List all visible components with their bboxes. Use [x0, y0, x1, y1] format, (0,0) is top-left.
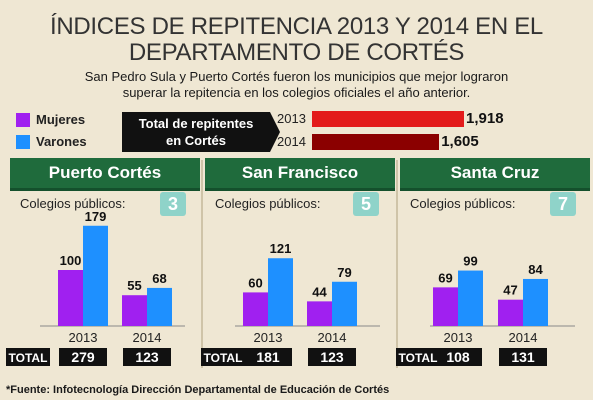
year-label: 2014	[133, 330, 162, 345]
total-value: 131	[511, 349, 535, 365]
divider	[201, 160, 203, 368]
total-value: 123	[320, 349, 344, 365]
panel-title-santa-cruz: Santa Cruz	[400, 158, 590, 191]
varones-swatch	[16, 134, 30, 149]
bar-mujeres-2014	[307, 301, 332, 326]
panel-title-san-francisco: San Francisco	[205, 158, 395, 191]
legend-varones: Varones	[16, 134, 87, 149]
bar-varones-2014	[147, 287, 172, 326]
total-label-box	[6, 348, 50, 366]
bar-value-label: 55	[127, 278, 141, 293]
total-label: TOTAL	[399, 351, 438, 365]
panel-title-puerto-cortes: Puerto Cortés	[10, 158, 200, 191]
colegios-label: Colegios públicos:	[410, 196, 516, 211]
bar-value-label: 68	[152, 271, 166, 286]
bar-value-label: 79	[337, 265, 351, 280]
colegios-label: Colegios públicos:	[20, 196, 126, 211]
bar-mujeres-2014	[122, 295, 147, 326]
hbar-2014	[312, 134, 440, 150]
total-label-box	[201, 348, 245, 366]
panel-santa-cruz: Santa Cruz Colegios públicos: 7	[400, 158, 590, 370]
colegios-badge: 3	[160, 192, 186, 216]
subtitle: San Pedro Sula y Puerto Cortés fueron lo…	[0, 69, 593, 101]
year-label: 2014	[509, 330, 538, 345]
legend-mujeres: Mujeres	[16, 112, 85, 127]
total-value: 181	[256, 349, 280, 365]
hbar-2013	[312, 111, 464, 127]
total-box	[244, 348, 292, 366]
bar-value-label: 84	[528, 262, 543, 277]
hbar-value-label: 1,918	[466, 110, 504, 127]
bar-value-label: 121	[270, 241, 292, 256]
bar-value-label: 179	[85, 209, 107, 224]
bar-mujeres-2013	[58, 270, 83, 326]
bar-mujeres-2013	[433, 287, 458, 326]
colegios-label: Colegios públicos:	[215, 196, 321, 211]
bar-value-label: 99	[463, 254, 477, 269]
total-box	[59, 348, 107, 366]
total-box	[434, 348, 482, 366]
total-label: TOTAL	[9, 351, 48, 365]
year-label: 2013	[69, 330, 98, 345]
total-repitentes-line1: Total de repitentes	[138, 116, 254, 131]
page-title-line2: DEPARTAMENTO DE CORTÉS	[128, 39, 465, 66]
colegios-badge: 7	[550, 192, 576, 216]
total-repitentes-arrow	[270, 112, 280, 152]
panel-puerto-cortes: Puerto Cortés Colegios públicos: 3	[10, 158, 200, 370]
total-box	[499, 348, 547, 366]
page-title-line1: ÍNDICES DE REPITENCIA 2013 Y 2014 EN EL	[50, 13, 543, 40]
legend-mujeres-label: Mujeres	[36, 112, 86, 127]
bar-value-label: 69	[438, 270, 452, 285]
total-box	[123, 348, 171, 366]
bar-value-label: 44	[312, 284, 327, 299]
bar-value-label: 60	[248, 275, 262, 290]
year-label: 2013	[444, 330, 473, 345]
bar-varones-2013	[458, 270, 483, 326]
total-label-box	[396, 348, 440, 366]
year-label: 2014	[318, 330, 347, 345]
total-value: 108	[446, 349, 470, 365]
legend-varones-label: Varones	[36, 134, 87, 149]
panel-san-francisco: San Francisco Colegios públicos: 5	[205, 158, 395, 370]
total-label: TOTAL	[204, 351, 243, 365]
colegios-badge: 5	[353, 192, 379, 216]
bar-value-label: 100	[60, 253, 82, 268]
divider	[396, 160, 398, 368]
total-repitentes-label: Total de repitentes en Cortés	[122, 112, 270, 152]
total-value: 123	[135, 349, 159, 365]
total-value: 279	[71, 349, 95, 365]
total-repitentes-line2: en Cortés	[166, 133, 226, 148]
source-footnote: *Fuente: Infotecnología Dirección Depart…	[6, 384, 390, 396]
mujeres-swatch	[16, 112, 30, 127]
bar-mujeres-2014	[498, 299, 523, 326]
bar-varones-2014	[332, 281, 357, 326]
bar-varones-2014	[523, 278, 548, 326]
subtitle-line2: superar la repitencia en los colegios of…	[122, 85, 471, 100]
hbar-year-label: 2013	[277, 111, 306, 126]
total-box	[308, 348, 356, 366]
subtitle-line1: San Pedro Sula y Puerto Cortés fueron lo…	[84, 69, 509, 84]
year-label: 2013	[254, 330, 283, 345]
bar-mujeres-2013	[243, 292, 268, 326]
bar-varones-2013	[83, 225, 108, 326]
bar-value-label: 47	[503, 283, 517, 298]
bar-varones-2013	[268, 258, 293, 326]
hbar-year-label: 2014	[277, 134, 306, 149]
hbar-value-label: 1,605	[441, 133, 479, 150]
